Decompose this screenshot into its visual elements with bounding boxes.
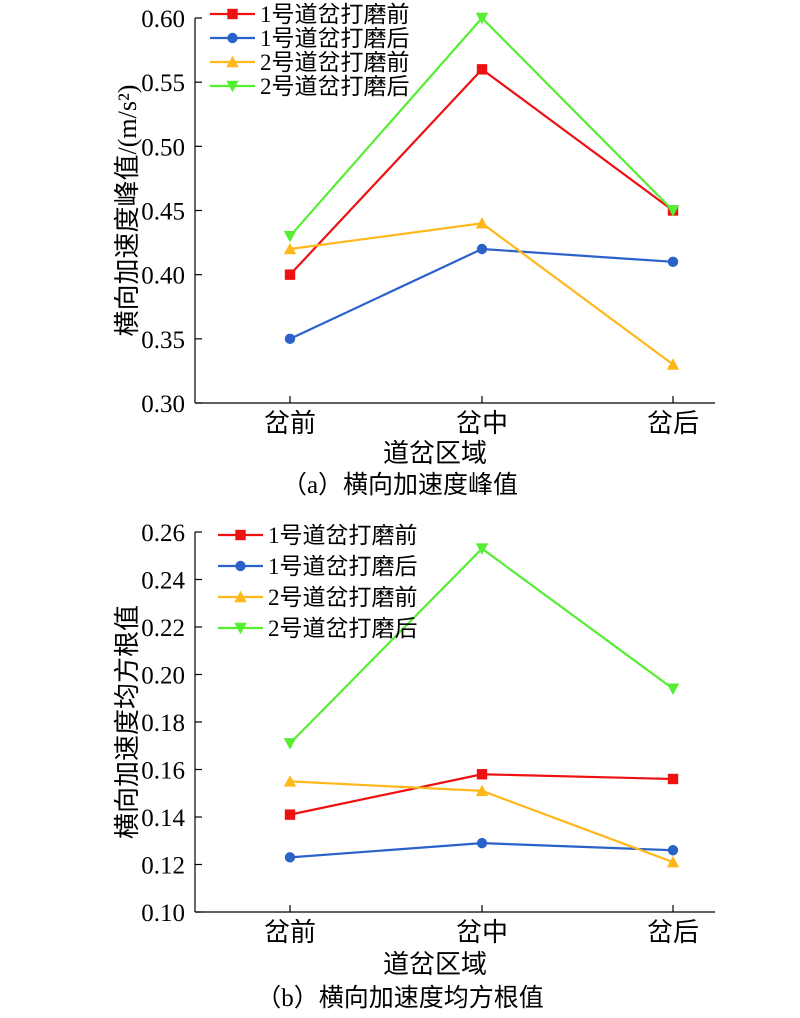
chart-panel-b: 0.10 0.12 0.14 0.16 0.18 0.20 0.22 0.24 0.26 岔前 岔中…	[113, 520, 715, 1012]
y-axis-label: 横向加速度均方根值	[113, 605, 142, 839]
data-point	[284, 852, 296, 863]
x-tick-label: 岔中	[456, 409, 508, 438]
data-point	[667, 845, 679, 856]
data-point	[667, 773, 679, 785]
data-point	[476, 837, 488, 849]
legend-item: 2号道岔打磨前	[218, 585, 418, 610]
data-point	[666, 683, 680, 695]
y-tick-label: 0.30	[141, 391, 185, 418]
legend-marker	[234, 590, 247, 603]
figure-caption: （a）横向加速度峰值	[282, 471, 518, 499]
legend-marker	[235, 560, 246, 572]
legend-item: 1号道岔打磨前	[210, 2, 410, 27]
legend-label: 1号道岔打磨后	[260, 26, 410, 51]
legend-item: 1号道岔打磨后	[210, 26, 410, 51]
x-tick-label: 岔前	[264, 918, 316, 947]
data-point	[284, 269, 296, 280]
x-tick-label: 岔前	[264, 409, 316, 438]
y-tick-label: 0.55	[141, 70, 185, 97]
legend-marker	[226, 55, 239, 68]
legend-item: 2号道岔打磨后	[218, 616, 418, 641]
legend-marker	[234, 622, 247, 635]
series-3	[283, 217, 680, 370]
data-point	[666, 855, 680, 868]
y-tick-label: 0.50	[141, 134, 185, 161]
legend-label: 1号道岔打磨前	[268, 523, 418, 548]
legend-label: 1号道岔打磨前	[260, 2, 410, 27]
data-point	[283, 775, 297, 787]
y-tick-label: 0.12	[141, 853, 185, 880]
legend-label: 2号道岔打磨后	[268, 616, 418, 641]
y-tick-label: 0.14	[141, 805, 185, 832]
legend-label: 2号道岔打磨前	[268, 585, 418, 610]
data-point	[283, 230, 297, 243]
data-point	[475, 543, 489, 555]
series-1	[284, 769, 679, 820]
x-axis-label: 道岔区域	[383, 950, 487, 979]
y-axis-label: 横向加速度峰值/(m/s²)	[113, 85, 142, 337]
series-line	[289, 247, 674, 340]
legend-marker	[227, 32, 238, 44]
y-tick-label: 0.24	[141, 568, 185, 595]
data-point	[283, 242, 297, 255]
data-point	[284, 333, 296, 345]
legend-marker	[227, 8, 238, 20]
x-axis-label: 道岔区域	[383, 439, 487, 468]
series-4	[283, 12, 680, 243]
y-tick-label: 0.60	[141, 6, 185, 33]
data-point	[666, 205, 680, 217]
legend-item: 1号道岔打磨前	[218, 523, 418, 548]
x-tick-label: 岔中	[456, 918, 508, 947]
data-point	[284, 809, 296, 820]
y-tick-label: 0.35	[141, 327, 185, 354]
series-2	[284, 837, 679, 863]
legend-item: 1号道岔打磨后	[218, 554, 418, 579]
data-point	[475, 784, 489, 797]
y-tick-label: 0.20	[141, 663, 185, 690]
y-tick-label: 0.22	[141, 615, 185, 642]
figure-caption: （b）横向加速度均方根值	[256, 984, 544, 1012]
y-tick-label: 0.45	[141, 199, 185, 226]
data-point	[475, 217, 489, 229]
chart-panel-a: 0.30 0.35 0.40 0.45 0.50 0.55 0.60 岔前 岔中 岔后 1号道岔打磨…	[113, 2, 715, 499]
data-point	[476, 769, 488, 780]
x-tick-label: 岔后	[647, 918, 699, 947]
data-point	[476, 243, 488, 255]
data-point	[475, 12, 489, 25]
series-2	[284, 243, 679, 345]
legend-item: 2号道岔打磨前	[210, 50, 410, 75]
y-tick-label: 0.26	[141, 520, 185, 547]
y-tick-label: 0.40	[141, 263, 185, 290]
legend-label: 2号道岔打磨前	[260, 50, 410, 75]
x-tick-label: 岔后	[647, 409, 699, 438]
y-tick-label: 0.16	[141, 758, 185, 785]
legend-item: 2号道岔打磨后	[210, 74, 410, 99]
data-point	[283, 738, 297, 750]
legend-marker	[235, 529, 246, 541]
legend-label: 2号道岔打磨后	[260, 74, 410, 99]
legend: 1号道岔打磨前 1号道岔打磨后 2号道岔打磨前 2号道岔打磨后	[218, 523, 418, 641]
data-point	[667, 256, 679, 268]
legend-label: 1号道岔打磨后	[268, 554, 418, 579]
series-3	[283, 775, 680, 868]
data-point	[476, 64, 488, 75]
y-tick-label: 0.10	[141, 900, 185, 927]
data-point	[666, 358, 680, 370]
legend-marker	[226, 80, 239, 93]
y-tick-label: 0.18	[141, 710, 185, 737]
series-4	[283, 543, 680, 750]
